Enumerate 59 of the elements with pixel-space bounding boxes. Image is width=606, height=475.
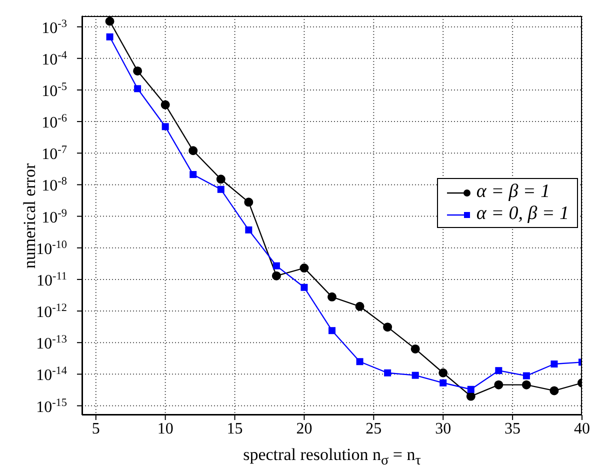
point — [188, 146, 198, 156]
y-axis-title: numerical error — [20, 162, 39, 268]
x-tick-label: 10 — [157, 420, 174, 438]
point — [550, 386, 559, 396]
point — [217, 186, 224, 193]
y-tick-label: 10$^{-14}$ — [36, 365, 68, 384]
point — [383, 322, 392, 332]
point — [438, 368, 448, 378]
point — [162, 123, 169, 130]
x-tick-label: 35 — [504, 420, 521, 438]
legend-label: α = 0, β = 1 — [475, 203, 569, 225]
point — [300, 284, 308, 291]
y-tick-label: 10$^{-4}$ — [42, 49, 68, 68]
x-tick-label: 15 — [226, 420, 243, 438]
x-tick-label: 40 — [574, 420, 590, 438]
y-tick-label: 10$^{-5}$ — [42, 80, 68, 100]
point — [244, 198, 254, 207]
point — [356, 358, 364, 366]
y-tick-label: 10$^{-9}$ — [42, 207, 68, 226]
point — [328, 292, 336, 302]
point — [410, 344, 420, 354]
point — [494, 380, 504, 390]
legend-label: α = β = 1 — [475, 181, 551, 203]
point — [440, 379, 447, 386]
point — [245, 226, 252, 234]
point — [105, 16, 114, 26]
point — [328, 327, 336, 334]
y-tick-label: 10$^{-12}$ — [36, 302, 67, 322]
x-tick-label: 5 — [92, 420, 100, 438]
point — [550, 360, 558, 368]
y-tick-label: 10$^{-13}$ — [36, 334, 68, 353]
y-tick-label: 10$^{-6}$ — [42, 112, 68, 132]
point — [106, 33, 114, 40]
y-tick-label: 10$^{-10}$ — [36, 238, 68, 258]
point — [272, 262, 280, 270]
point — [384, 369, 392, 376]
point — [466, 392, 476, 401]
point — [134, 85, 142, 92]
y-tick-label: 10$^{-15}$ — [36, 396, 68, 416]
point — [272, 271, 281, 280]
point — [467, 386, 474, 393]
point — [522, 372, 530, 380]
point — [522, 380, 531, 390]
point — [355, 302, 364, 311]
x-tick-label: 30 — [435, 420, 452, 438]
y-tick-label: 10$^{-8}$ — [42, 176, 68, 195]
y-tick-label: 10$^{-7}$ — [42, 144, 68, 164]
point — [495, 367, 502, 374]
point — [133, 66, 142, 76]
point — [412, 372, 419, 379]
point — [190, 171, 197, 178]
y-tick-label: 10$^{-11}$ — [36, 270, 67, 290]
x-axis-title: spectral resolution n$_{σ}$ = n$_{τ}$ — [243, 445, 421, 470]
x-tick-label: 20 — [296, 420, 312, 438]
y-tick-label: 10$^{-3}$ — [42, 18, 68, 37]
point — [216, 174, 226, 184]
point — [160, 100, 170, 110]
x-tick-label: 25 — [366, 420, 382, 438]
point — [300, 264, 309, 273]
